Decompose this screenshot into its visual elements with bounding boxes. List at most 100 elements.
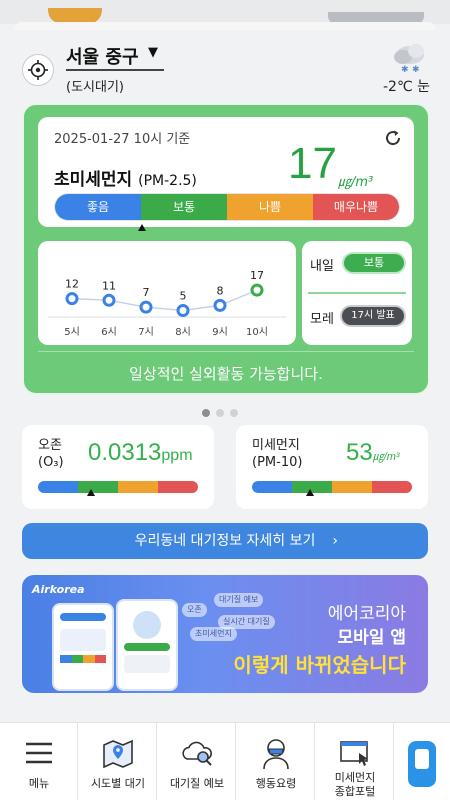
pm10-name: 미세먼지	[252, 438, 300, 453]
ozone-value-line: 0.0313ppm	[88, 439, 193, 467]
dayafter-badge: 17시 발표	[340, 305, 406, 327]
ozone-value: 0.0313	[88, 439, 162, 466]
grade-good: 좋음	[55, 194, 141, 220]
trend-value-label: 12	[65, 278, 79, 291]
pm25-main-card: 2025-01-27 10시 기준 초미세먼지 (PM-2.5) 17 ㎍/m³…	[22, 103, 430, 395]
nav-portal[interactable]: 미세먼지 종합포털	[316, 723, 394, 800]
pm10-unit: ㎍/m³	[372, 451, 400, 463]
ozone-unit: ppm	[161, 447, 193, 464]
banner-title-3: 이렇게 바뀌었습니다	[233, 653, 406, 677]
city-underline	[66, 69, 164, 71]
nav-city-air-label: 시도별 대기	[90, 777, 146, 790]
sheet-edge	[14, 22, 436, 30]
trend-hour-label: 6시	[101, 326, 117, 338]
page-dot-3[interactable]	[230, 409, 238, 417]
svg-text:✱: ✱	[401, 65, 409, 74]
pm10-seg-very-bad	[372, 481, 412, 493]
ozone-label: 오존 (O₃)	[38, 437, 64, 471]
tomorrow-label: 내일	[310, 259, 334, 274]
location-target-icon[interactable]	[22, 54, 54, 86]
ozone-seg-very-bad	[158, 481, 198, 493]
pollutant-name: 초미세먼지	[54, 170, 133, 190]
trend-hour-label: 8시	[175, 326, 191, 338]
page-dot-2[interactable]	[216, 409, 224, 417]
station-type: (도시대기)	[66, 80, 124, 95]
pollutant-code: (PM-2.5)	[138, 173, 197, 189]
refresh-icon[interactable]	[382, 127, 404, 149]
pm10-label: 미세먼지 (PM-10)	[252, 437, 302, 471]
forecast-divider	[308, 292, 406, 294]
trend-point	[102, 293, 116, 307]
ozone-marker	[86, 489, 95, 496]
trend-point	[65, 292, 79, 306]
nav-portal-label: 미세먼지 종합포털	[334, 771, 376, 798]
status-area	[0, 0, 450, 30]
trend-value-label: 11	[102, 279, 116, 292]
top-handle-right	[328, 12, 424, 24]
advice-message: 일상적인 실외활동 가능합니다.	[129, 365, 323, 383]
page-indicator	[202, 402, 244, 421]
grade-very-bad: 매우나쁨	[313, 194, 399, 220]
neighborhood-detail-button[interactable]: 우리동네 대기정보 자세히 보기 ›	[22, 523, 428, 559]
mobile-app-icon[interactable]	[408, 741, 436, 787]
timestamp: 2025-01-27 10시 기준	[54, 132, 191, 147]
ozone-seg-good	[38, 481, 78, 493]
phone-mockup-left	[52, 603, 114, 691]
trend-value-label: 8	[217, 284, 224, 297]
pm10-value-line: 53㎍/m³	[346, 439, 400, 467]
trend-value-label: 17	[250, 269, 264, 282]
pm10-card[interactable]: 미세먼지 (PM-10) 53㎍/m³	[236, 425, 428, 509]
pm10-seg-bad	[332, 481, 372, 493]
pm25-unit: ㎍/m³	[338, 175, 374, 190]
cloud-search-icon	[182, 741, 212, 766]
forecast-box: 내일 보통 모레 17시 발표	[302, 241, 412, 345]
banner-title-1: 에어코리아	[327, 604, 406, 624]
top-handle-left	[48, 8, 102, 24]
nav-guidelines[interactable]: 행동요령	[237, 723, 315, 800]
banner-chip-forecast: 대기질 예보	[214, 593, 264, 607]
nav-city-air[interactable]: 시도별 대기	[79, 723, 157, 800]
grade-normal: 보통	[141, 194, 227, 220]
chevron-down-icon[interactable]: ▼	[148, 45, 158, 60]
ozone-card[interactable]: 오존 (O₃) 0.0313ppm	[22, 425, 214, 509]
trend-hour-label: 5시	[64, 326, 80, 338]
pm10-seg-normal	[292, 481, 332, 493]
dayafter-label: 모레	[310, 312, 334, 327]
pm25-summary: 2025-01-27 10시 기준 초미세먼지 (PM-2.5) 17 ㎍/m³…	[38, 117, 414, 231]
nav-forecast-label: 대기질 예보	[169, 777, 225, 790]
trend-hour-label: 10시	[246, 326, 268, 338]
app-update-banner[interactable]: Airkorea 오존 대기질 예보 실시간 대기질 초미세먼지 에어코리아 모…	[22, 575, 428, 693]
pm10-code: (PM-10)	[252, 455, 303, 470]
pm10-marker	[305, 489, 314, 496]
nav-guidelines-label: 행동요령	[255, 777, 297, 790]
ozone-seg-bad	[118, 481, 158, 493]
chevron-right-icon: ›	[332, 533, 338, 549]
phone-mockup-right	[116, 599, 178, 691]
hourly-trend: 12 5시 11 6시 7 7시 5 8시 8 9시 17 10시	[38, 241, 296, 345]
trend-point	[139, 300, 153, 314]
page-dot-1[interactable]	[202, 409, 210, 417]
map-pin-icon	[103, 739, 133, 769]
ozone-name: 오존	[38, 438, 62, 453]
ozone-seg-normal	[78, 481, 118, 493]
detail-button-label: 우리동네 대기정보 자세히 보기	[134, 533, 316, 549]
trend-hour-label: 7시	[138, 326, 154, 338]
trend-value-label: 5	[180, 290, 187, 303]
bottom-navigation: 메뉴 시도별 대기 대기질 예보 행동요령 미세먼지 종합포털	[0, 722, 450, 800]
hamburger-menu-icon	[26, 742, 52, 764]
pollutant-title: 초미세먼지 (PM-2.5)	[54, 165, 197, 190]
nav-menu[interactable]: 메뉴	[0, 723, 78, 800]
grade-marker	[138, 224, 147, 231]
pm10-scale	[252, 481, 412, 493]
banner-title-2: 모바일 앱	[337, 628, 406, 648]
pm25-value: 17	[288, 139, 337, 188]
grade-scale: 좋음 보통 나쁨 매우나쁨	[54, 193, 400, 221]
message-divider	[38, 351, 414, 352]
airkorea-logo: Airkorea	[32, 583, 85, 596]
trend-hour-label: 9시	[212, 326, 228, 338]
nav-forecast[interactable]: 대기질 예보	[158, 723, 236, 800]
banner-chip-ozone: 오존	[182, 603, 207, 617]
trend-line	[71, 289, 258, 312]
location-header: 서울 중구 ▼ (도시대기) ✱ ✱ -2℃ 눈	[22, 40, 432, 100]
city-name[interactable]: 서울 중구	[66, 47, 139, 68]
